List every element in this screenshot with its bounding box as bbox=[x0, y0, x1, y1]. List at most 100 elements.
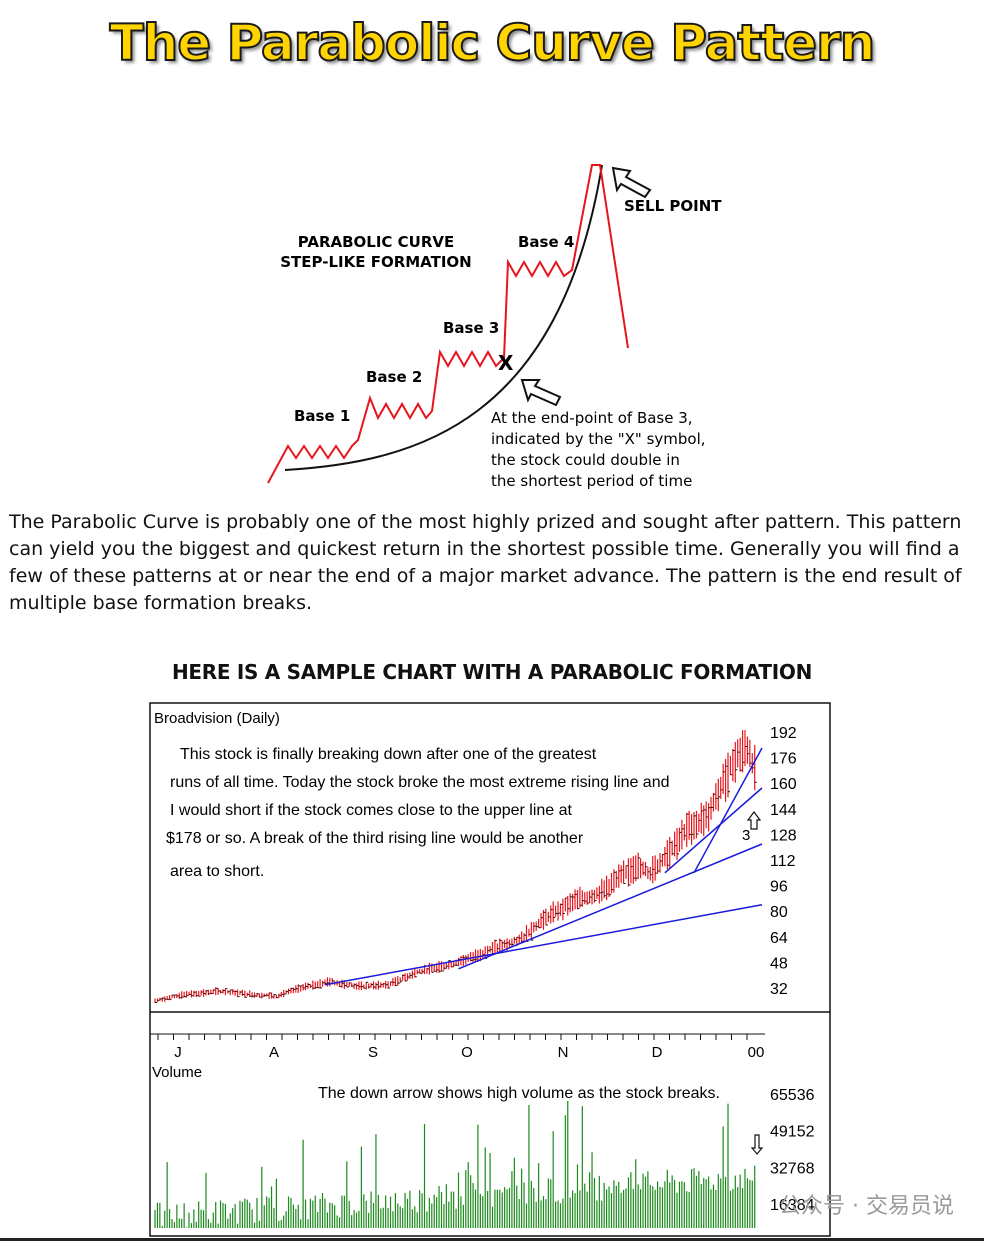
price-bar bbox=[205, 989, 208, 996]
chart-title: Broadvision (Daily) bbox=[154, 710, 280, 727]
price-bar bbox=[382, 983, 386, 988]
price-bar bbox=[256, 992, 259, 998]
price-tick-label: 160 bbox=[770, 776, 797, 793]
diagram-heading-2: STEP-LIKE FORMATION bbox=[280, 253, 472, 271]
price-bar bbox=[681, 819, 684, 850]
price-bar bbox=[241, 989, 245, 996]
price-bar bbox=[159, 997, 162, 1001]
price-bar bbox=[474, 949, 478, 962]
price-bar bbox=[562, 898, 565, 921]
price-bar bbox=[363, 984, 366, 989]
trend-line bbox=[664, 787, 763, 874]
price-bar bbox=[705, 801, 709, 829]
price-bar bbox=[156, 998, 160, 1003]
sample-chart-heading: HERE IS A SAMPLE CHART WITH A PARABOLIC … bbox=[171, 660, 813, 684]
arrow-label: 3 bbox=[742, 827, 750, 844]
price-bar bbox=[358, 981, 361, 990]
price-bar bbox=[426, 967, 429, 974]
diagram-heading-1: PARABOLIC CURVE bbox=[298, 233, 455, 251]
x-mark: X bbox=[498, 351, 514, 375]
price-bar bbox=[729, 755, 733, 776]
price-tick-label: 176 bbox=[770, 751, 797, 768]
price-tick-label: 192 bbox=[770, 725, 797, 742]
price-bar bbox=[579, 886, 582, 908]
price-bar bbox=[173, 994, 177, 999]
price-tick-label: 48 bbox=[770, 955, 788, 972]
price-bar bbox=[251, 992, 255, 998]
price-bar bbox=[737, 739, 740, 768]
price-bar bbox=[724, 759, 728, 802]
price-bar bbox=[542, 910, 546, 930]
price-bar bbox=[538, 918, 541, 929]
price-bar bbox=[249, 990, 252, 998]
price-bar bbox=[559, 903, 563, 916]
price-bar bbox=[618, 864, 621, 888]
bottom-rule bbox=[0, 1238, 984, 1241]
month-label: A bbox=[269, 1044, 279, 1061]
price-bar bbox=[200, 990, 204, 996]
price-bar bbox=[744, 730, 748, 767]
price-bar bbox=[409, 972, 412, 979]
price-bar bbox=[246, 992, 250, 997]
price-bar bbox=[185, 991, 189, 998]
price-bar bbox=[419, 968, 422, 974]
note-line-1: At the end-point of Base 3, bbox=[491, 409, 693, 427]
price-bar bbox=[630, 858, 633, 884]
month-label: D bbox=[652, 1044, 663, 1061]
price-bar bbox=[261, 992, 264, 999]
price-bar bbox=[652, 856, 655, 884]
price-bar bbox=[528, 928, 531, 937]
price-bar bbox=[715, 783, 718, 810]
trend-line bbox=[693, 747, 763, 874]
price-bar bbox=[360, 981, 364, 991]
price-bar bbox=[659, 853, 663, 873]
price-bar bbox=[489, 946, 493, 953]
price-bar bbox=[202, 989, 206, 997]
price-bar bbox=[198, 991, 201, 997]
price-bar bbox=[499, 938, 502, 954]
price-bar bbox=[263, 993, 267, 998]
price-bar bbox=[283, 989, 286, 998]
price-bar bbox=[297, 984, 301, 993]
parabolic-diagram: PARABOLIC CURVE STEP-LIKE FORMATION Base… bbox=[267, 164, 722, 490]
price-bar bbox=[642, 861, 646, 876]
price-bar bbox=[270, 992, 274, 999]
price-bar bbox=[518, 934, 522, 945]
volume-tick-label: 49152 bbox=[770, 1124, 815, 1141]
price-bar bbox=[207, 989, 211, 996]
price-bar bbox=[232, 989, 235, 995]
volume-tick-label: 65536 bbox=[770, 1087, 815, 1104]
price-bar bbox=[465, 955, 468, 965]
price-bar bbox=[171, 994, 174, 999]
up-arrow-icon bbox=[746, 811, 762, 830]
price-bar bbox=[545, 908, 548, 926]
price-bar bbox=[557, 901, 561, 921]
sell-arrow-icon bbox=[611, 166, 652, 199]
price-bar bbox=[639, 858, 643, 879]
price-bar bbox=[462, 954, 466, 966]
price-bar bbox=[312, 980, 315, 990]
price-bar bbox=[445, 963, 449, 969]
price-bar bbox=[606, 875, 609, 901]
price-path bbox=[267, 164, 629, 484]
price-bar bbox=[224, 988, 228, 996]
price-bar bbox=[623, 860, 626, 884]
price-bar bbox=[596, 887, 599, 899]
price-bar bbox=[654, 855, 658, 881]
price-bar bbox=[181, 991, 184, 999]
price-bar bbox=[321, 980, 325, 987]
price-bar bbox=[572, 893, 575, 912]
price-bar bbox=[389, 981, 393, 987]
base-2-label: Base 2 bbox=[366, 368, 422, 386]
price-bar bbox=[552, 901, 556, 923]
price-bar bbox=[346, 982, 349, 988]
price-bar bbox=[739, 737, 743, 772]
price-bar bbox=[555, 905, 558, 917]
x-arrow-icon bbox=[520, 379, 562, 407]
price-bar bbox=[307, 982, 310, 989]
base-3-label: Base 3 bbox=[443, 319, 499, 337]
price-bar bbox=[278, 993, 281, 999]
trend-line bbox=[458, 843, 763, 970]
price-bar bbox=[576, 889, 580, 910]
trend-lines bbox=[324, 747, 763, 986]
